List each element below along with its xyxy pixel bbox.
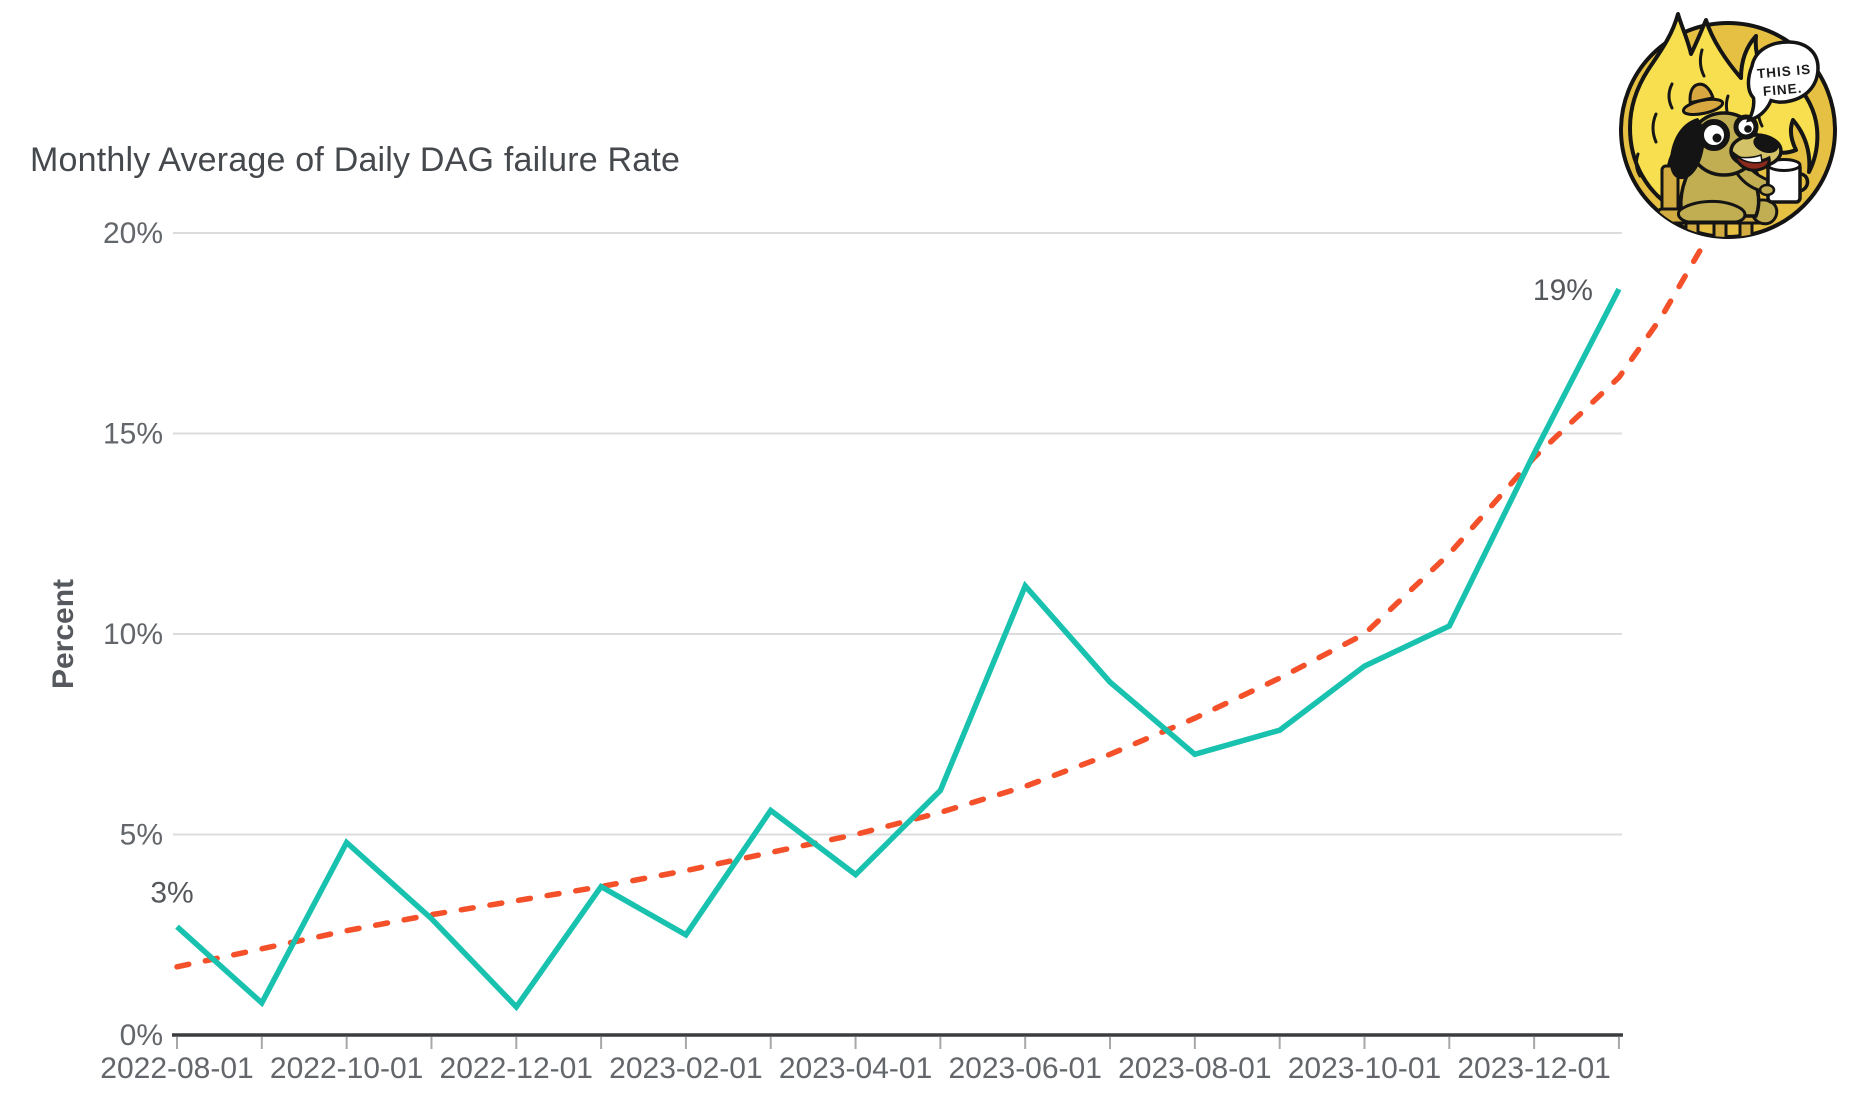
- speech-text-line2: FINE.: [1762, 81, 1803, 99]
- x-tick-label-2023-02-01: 2023-02-01: [609, 1052, 762, 1085]
- chart-title: Monthly Average of Daily DAG failure Rat…: [30, 141, 681, 179]
- y-tick-labels: 0% 5% 10% 15% 20%: [103, 217, 163, 1052]
- x-tick-label-2023-10-01: 2023-10-01: [1288, 1052, 1441, 1085]
- dog-leg: [1676, 199, 1747, 224]
- dog-pupil-left: [1712, 133, 1722, 143]
- y-tick-label-5: 5%: [120, 819, 163, 852]
- trend-line: [174, 238, 1709, 970]
- x-tick-label-2022-10-01: 2022-10-01: [270, 1052, 423, 1085]
- x-tick-label-2022-08-01: 2022-08-01: [100, 1052, 253, 1085]
- annotation-19pct: 19%: [1533, 274, 1593, 307]
- y-tick-label-15: 15%: [103, 418, 163, 451]
- y-gridlines: [173, 232, 1622, 836]
- annotation-3pct: 3%: [150, 877, 193, 910]
- speech-bubble: THIS IS FINE.: [1745, 40, 1820, 123]
- x-tick-label-2023-04-01: 2023-04-01: [779, 1052, 932, 1085]
- dog-icon: [1656, 82, 1810, 237]
- y-tick-label-0: 0%: [120, 1019, 163, 1052]
- y-tick-label-10: 10%: [103, 618, 163, 651]
- x-tick-label-2023-06-01: 2023-06-01: [948, 1052, 1101, 1085]
- dog-pupil-right: [1744, 125, 1752, 133]
- dog-nose: [1753, 134, 1779, 154]
- failure-rate-line: [175, 287, 1622, 1012]
- speech-text-line1: THIS IS: [1756, 62, 1811, 82]
- dog-teeth: [1735, 153, 1763, 164]
- dog-hat: [1681, 82, 1725, 116]
- x-tick-label-2022-12-01: 2022-12-01: [440, 1052, 593, 1085]
- dog-face: [1669, 82, 1783, 180]
- x-tick-label-2023-12-01: 2023-12-01: [1457, 1052, 1610, 1085]
- x-ticks: [176, 1037, 1620, 1049]
- x-tick-labels: 2022-08-01 2022-10-01 2022-12-01 2023-02-01…: [100, 1052, 1611, 1085]
- y-tick-label-20: 20%: [103, 217, 163, 250]
- dog-ear: [1669, 118, 1705, 180]
- x-tick-label-2023-08-01: 2023-08-01: [1118, 1052, 1271, 1085]
- this-is-fine-meme: THIS IS FINE.: [1619, 12, 1837, 239]
